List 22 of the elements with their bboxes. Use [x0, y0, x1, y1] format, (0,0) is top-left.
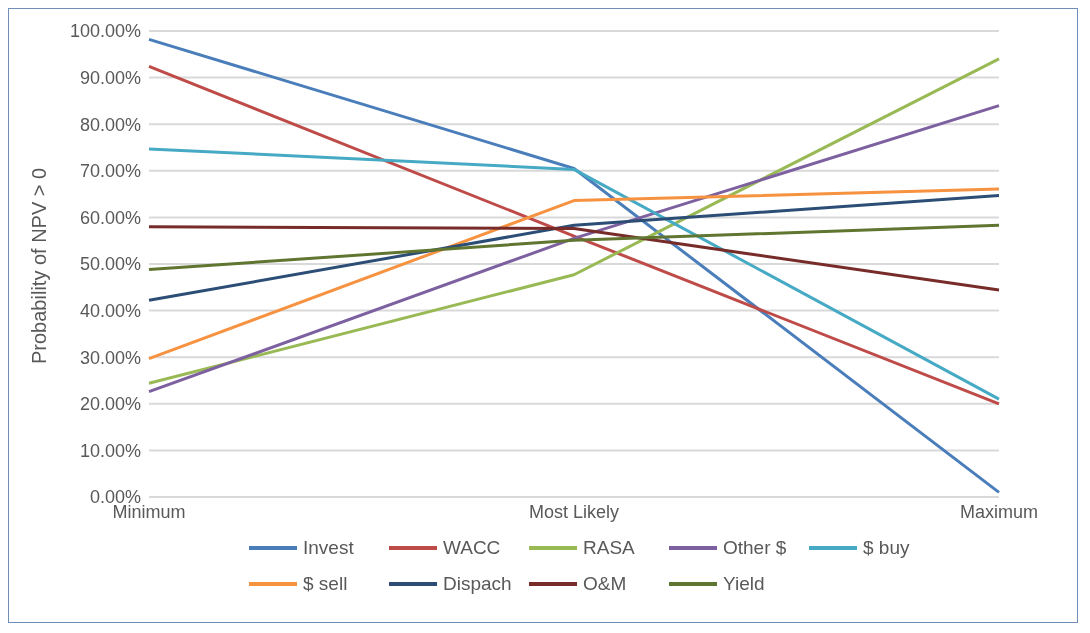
y-tick-label: 10.00% [79, 440, 141, 461]
legend-label: WACC [443, 537, 501, 559]
y-tick-label: 70.00% [79, 161, 141, 182]
y-tick-label: 80.00% [79, 114, 141, 135]
x-tick-label: Maximum [959, 501, 1039, 522]
legend-label: Yield [723, 573, 765, 595]
legend-label: Other $ [723, 537, 787, 559]
y-tick-label: 50.00% [79, 254, 141, 275]
y-tick-label: 30.00% [79, 347, 141, 368]
y-tick-label: 40.00% [79, 300, 141, 321]
y-axis-title: Probability of NPV > 0 [28, 167, 51, 364]
x-tick-label: Most Likely [528, 501, 620, 522]
y-tick-label: 60.00% [79, 207, 141, 228]
y-tick-label: 90.00% [79, 67, 141, 88]
legend-label: $ buy [863, 537, 910, 559]
legend-label: O&M [583, 573, 627, 595]
legend-label: Dispach [443, 573, 512, 595]
legend-label: RASA [583, 537, 635, 559]
legend-label: $ sell [303, 573, 348, 595]
y-tick-label: 20.00% [79, 394, 141, 415]
y-tick-label: 100.00% [69, 21, 141, 42]
legend-label: Invest [303, 537, 354, 559]
